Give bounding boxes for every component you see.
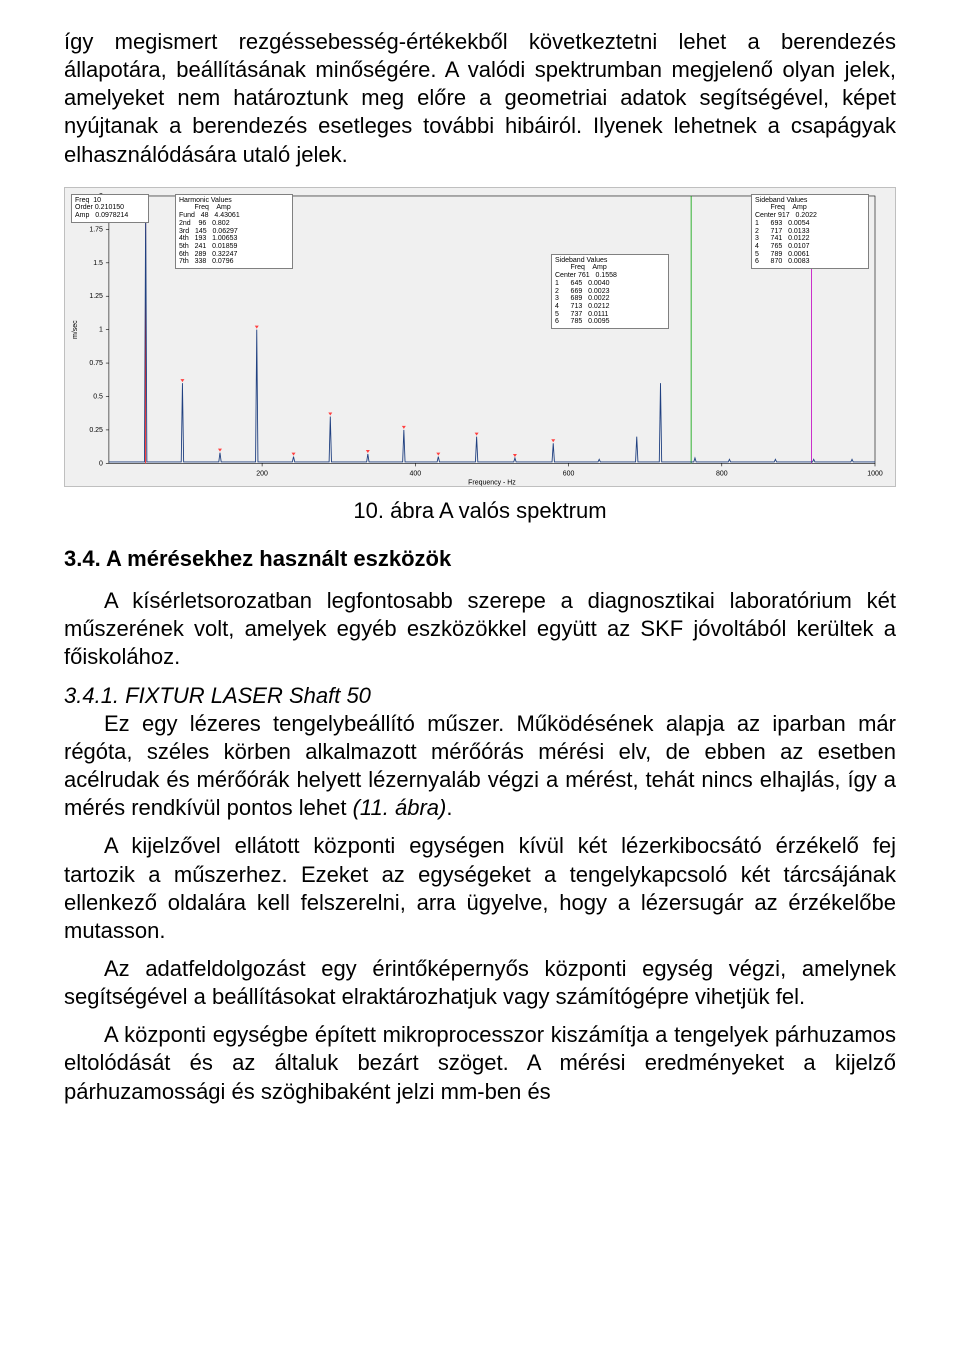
spectrum-chart: 00.250.50.7511.251.51.752200400600800100… — [64, 187, 896, 487]
paragraph-1: így megismert rezgéssebesség-értékekből … — [64, 28, 896, 169]
svg-text:1.75: 1.75 — [89, 226, 103, 233]
paragraph-6: A központi egységbe épített mikroprocess… — [64, 1021, 896, 1105]
section-title: 3.4. A mérésekhez használt eszközök — [64, 545, 896, 573]
svg-text:1.25: 1.25 — [89, 293, 103, 300]
harmonic-values-box: Harmonic Values Freq Amp Fund 48 4.43061… — [175, 194, 293, 269]
svg-text:0.25: 0.25 — [89, 427, 103, 434]
svg-text:200: 200 — [256, 470, 268, 477]
svg-text:600: 600 — [563, 470, 575, 477]
paragraph-3-body: Ez egy lézeres tengelybeállító műszer. M… — [64, 711, 896, 820]
svg-text:1000: 1000 — [867, 470, 883, 477]
svg-text:0: 0 — [99, 460, 103, 467]
svg-text:Frequency - Hz: Frequency - Hz — [468, 479, 516, 486]
paragraph-3: 3.4.1. FIXTUR LASER Shaft 50 Ez egy léze… — [64, 682, 896, 823]
svg-text:1: 1 — [99, 326, 103, 333]
page: így megismert rezgéssebesség-értékekből … — [0, 0, 960, 1361]
svg-text:800: 800 — [716, 470, 728, 477]
sideband-values-box-1: Sideband Values Freq Amp Center 761 0.15… — [551, 254, 669, 329]
freq-value-box: Freq 10 Order 0.210150 Amp 0.0978214 — [71, 194, 149, 223]
svg-text:0.5: 0.5 — [93, 393, 103, 400]
paragraph-5: Az adatfeldolgozást egy érintőképernyős … — [64, 955, 896, 1011]
paragraph-4: A kijelzővel ellátott központi egységen … — [64, 832, 896, 945]
subsection-title: 3.4.1. FIXTUR LASER Shaft 50 — [64, 683, 371, 708]
svg-text:1.5: 1.5 — [93, 260, 103, 267]
svg-text:400: 400 — [410, 470, 422, 477]
sideband-values-box-2: Sideband Values Freq Amp Center 917 0.20… — [751, 194, 869, 269]
svg-text:m/sec: m/sec — [72, 320, 79, 339]
figure-caption: 10. ábra A valós spektrum — [64, 497, 896, 525]
svg-text:0.75: 0.75 — [89, 360, 103, 367]
paragraph-2: A kísérletsorozatban legfontosabb szerep… — [64, 587, 896, 671]
